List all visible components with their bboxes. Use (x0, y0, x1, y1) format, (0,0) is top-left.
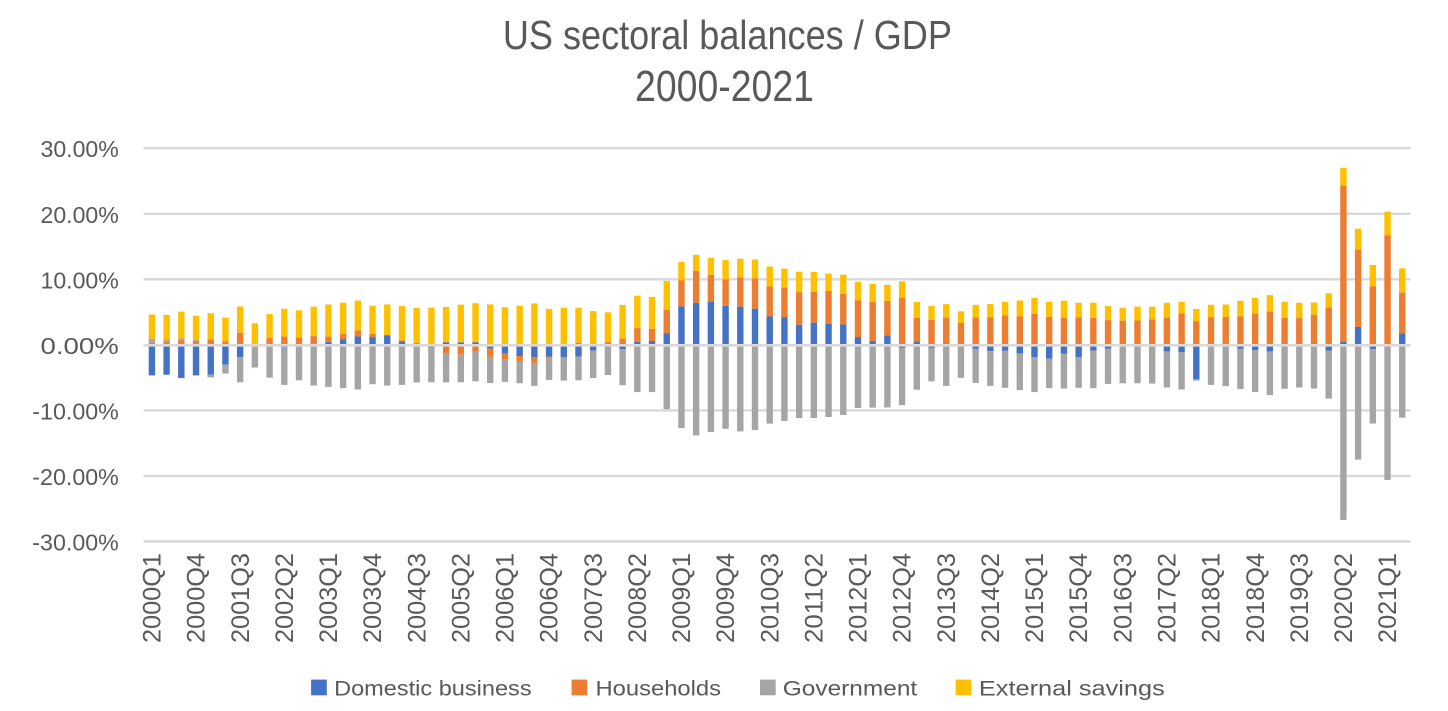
svg-text:2015Q4: 2015Q4 (1065, 553, 1093, 643)
svg-text:2009Q1: 2009Q1 (668, 553, 696, 643)
svg-text:-20.00%: -20.00% (32, 464, 119, 490)
svg-text:External savings: External savings (979, 677, 1165, 701)
svg-text:2011Q2: 2011Q2 (801, 553, 829, 643)
svg-text:2008Q2: 2008Q2 (624, 553, 652, 643)
svg-text:2013Q3: 2013Q3 (933, 553, 961, 643)
svg-text:2002Q2: 2002Q2 (271, 553, 299, 643)
svg-text:-30.00%: -30.00% (32, 530, 119, 556)
svg-text:US sectoral balances / GDP: US sectoral balances / GDP (503, 12, 952, 58)
svg-text:10.00%: 10.00% (41, 267, 119, 293)
svg-text:2005Q2: 2005Q2 (447, 553, 475, 643)
svg-text:30.00%: 30.00% (41, 136, 119, 162)
svg-text:20.00%: 20.00% (41, 202, 119, 228)
svg-text:2006Q1: 2006Q1 (491, 553, 519, 643)
svg-text:2016Q3: 2016Q3 (1109, 553, 1137, 643)
svg-text:2007Q3: 2007Q3 (580, 553, 608, 643)
svg-text:2010Q3: 2010Q3 (756, 553, 784, 643)
svg-text:2006Q4: 2006Q4 (536, 553, 564, 643)
svg-text:2020Q2: 2020Q2 (1330, 553, 1358, 643)
svg-text:2019Q3: 2019Q3 (1286, 553, 1314, 643)
svg-text:2018Q1: 2018Q1 (1198, 553, 1226, 643)
svg-text:Households: Households (596, 677, 722, 701)
svg-text:2000Q1: 2000Q1 (138, 553, 166, 643)
svg-text:0.00%: 0.00% (41, 333, 119, 359)
svg-text:Government: Government (783, 677, 917, 701)
svg-text:2012Q1: 2012Q1 (845, 553, 873, 643)
svg-text:2021Q1: 2021Q1 (1374, 553, 1402, 643)
svg-text:2018Q4: 2018Q4 (1242, 553, 1270, 643)
svg-text:2001Q3: 2001Q3 (227, 553, 255, 643)
svg-text:2015Q1: 2015Q1 (1021, 553, 1049, 643)
svg-text:2012Q4: 2012Q4 (889, 553, 917, 643)
svg-text:2000-2021: 2000-2021 (635, 62, 814, 111)
svg-text:2009Q4: 2009Q4 (712, 553, 740, 643)
svg-text:2014Q2: 2014Q2 (977, 553, 1005, 643)
svg-text:Domestic business: Domestic business (334, 677, 531, 701)
svg-text:2003Q1: 2003Q1 (315, 553, 343, 643)
svg-text:2017Q2: 2017Q2 (1154, 553, 1182, 643)
svg-text:2004Q3: 2004Q3 (403, 553, 431, 643)
svg-text:-10.00%: -10.00% (32, 398, 119, 424)
svg-text:2003Q4: 2003Q4 (359, 553, 387, 643)
svg-text:2000Q4: 2000Q4 (183, 553, 211, 643)
